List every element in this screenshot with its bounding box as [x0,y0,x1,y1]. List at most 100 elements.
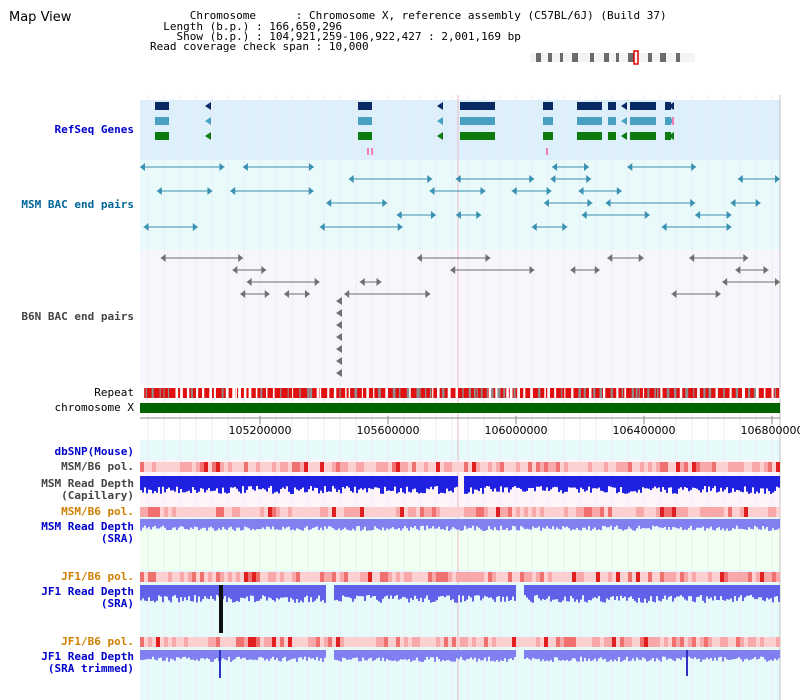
read-depth-bar [700,476,702,493]
read-depth-bar [254,519,256,531]
read-depth-bar [538,585,540,599]
read-depth-bar [570,650,572,661]
read-depth-bar [584,519,586,528]
read-depth-bar [376,519,378,529]
read-depth-bar [320,585,322,602]
track-label-dbsnp[interactable]: dbSNP(Mouse) [54,445,134,458]
read-depth-bar [230,585,232,600]
polymorphism-cell [312,637,316,647]
read-depth-bar [678,476,680,489]
read-depth-bar [536,650,538,660]
read-depth-bar [264,476,266,490]
read-depth-bar [632,585,634,599]
polymorphism-cell [568,507,572,517]
track-label-msm-bac[interactable]: MSM BAC end pairs [21,198,134,211]
polymorphism-cell [736,507,740,517]
read-depth-bar [478,585,480,596]
polymorphism-cell [700,462,704,472]
gene-arrow [668,102,674,110]
read-depth-bar [434,519,436,529]
polymorphism-cell [528,572,532,582]
read-depth-bar [618,476,620,492]
polymorphism-cell [140,637,144,647]
track-label-jf1-depth[interactable]: JF1 Read Depth [41,585,134,598]
read-depth-bar [196,650,198,660]
read-depth-bar [556,519,558,528]
polymorphism-cell [648,637,652,647]
read-depth-bar [392,650,394,661]
polymorphism-cell [204,572,208,582]
read-depth-bar [156,476,158,493]
ideogram-band [676,53,680,62]
read-depth-bar [240,519,242,531]
polymorphism-cell [276,507,280,517]
polymorphism-cell [308,507,312,517]
polymorphism-cell [536,572,540,582]
read-depth-bar [154,476,156,492]
read-depth-bar [500,476,502,487]
read-depth-bar [488,585,490,598]
track-label-msm-depth-capillary[interactable]: MSM Read Depth [41,477,134,490]
read-depth-bar [316,519,318,527]
track-label-refseq[interactable]: RefSeq Genes [54,123,134,136]
read-depth-bar [298,519,300,529]
read-depth-bar [688,650,690,657]
track-label-jf1-depth-trimmed[interactable]: JF1 Read Depth [41,650,134,663]
repeat-gap [462,388,464,398]
read-depth-bar [630,585,632,597]
gene-model [460,117,495,125]
polymorphism-cell [724,462,728,472]
read-depth-bar [614,519,616,527]
polymorphism-cell [564,637,568,647]
read-depth-bar [720,519,722,531]
read-depth-bar [384,476,386,487]
track-label-msm-depth-sra[interactable]: MSM Read Depth [41,520,134,533]
repeat-gap [771,388,774,398]
polymorphism-cell [556,572,560,582]
read-depth-bar [686,519,688,530]
read-depth-bar [616,519,618,526]
track-label-msm-pol-2[interactable]: MSM/B6 pol. [61,505,134,518]
polymorphism-cell [688,572,692,582]
read-depth-bar [572,585,574,599]
track-label-b6n-bac[interactable]: B6N BAC end pairs [21,310,134,323]
read-depth-bar [604,519,606,527]
polymorphism-cell [424,637,428,647]
read-depth-bar [152,585,154,601]
read-depth-bar [452,476,454,493]
polymorphism-cell [328,462,332,472]
polymorphism-cell [300,462,304,472]
polymorphism-cell [648,462,652,472]
read-depth-bar [164,650,166,661]
polymorphism-cell [772,572,776,582]
polymorphism-cell [292,637,296,647]
repeat-gap [287,388,289,398]
read-depth-bar [234,476,236,487]
repeat-gap [621,388,624,398]
read-depth-bar [276,650,278,659]
polymorphism-cell [548,462,552,472]
polymorphism-cell [556,507,560,517]
read-depth-bar [588,585,590,600]
read-depth-bar [444,650,446,661]
read-depth-bar [486,650,488,662]
msm-bac-end [476,211,482,219]
polymorphism-cell [240,637,244,647]
track-label-jf1-pol-2[interactable]: JF1/B6 pol. [61,635,134,648]
read-depth-bar [572,650,574,659]
b6n-bac-end [485,254,491,262]
b6n-bac-end [160,254,166,262]
polymorphism-cell [392,572,396,582]
track-label-msm-pol-1[interactable]: MSM/B6 pol. [61,460,134,473]
read-depth-bar [480,650,482,661]
polymorphism-cell [392,462,396,472]
polymorphism-cell [728,637,732,647]
track-label-jf1-pol-1[interactable]: JF1/B6 pol. [61,570,134,583]
polymorphism-cell [752,507,756,517]
polymorphism-cell [316,637,320,647]
read-depth-bar [724,585,726,601]
polymorphism-cell [488,462,492,472]
read-depth-bar [628,650,630,662]
read-depth-bar [652,476,654,489]
read-depth-bar [690,519,692,526]
